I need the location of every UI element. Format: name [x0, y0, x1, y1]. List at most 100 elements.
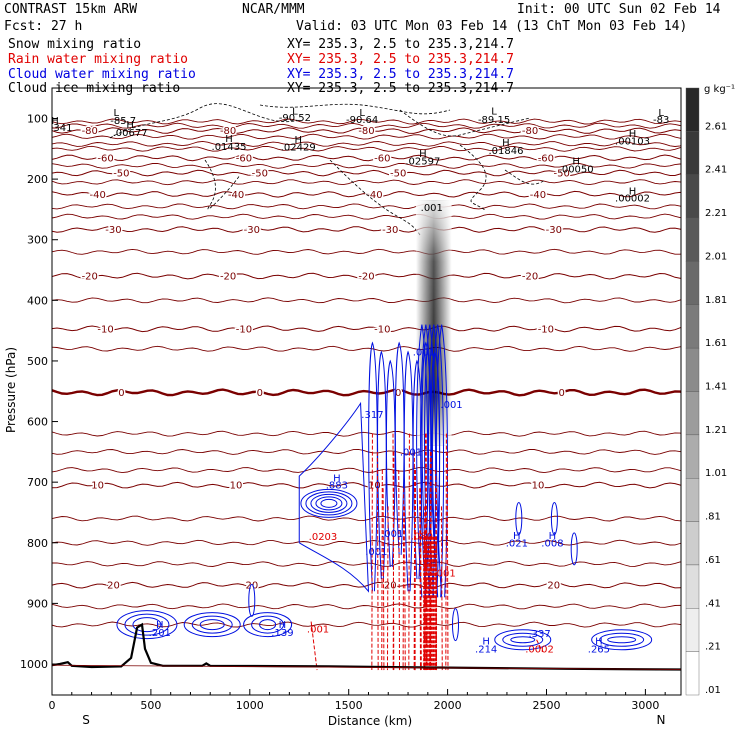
colorbar-label: 2.01: [705, 251, 727, 262]
isotherm-label: 0: [257, 388, 263, 399]
tropopause-contour: [204, 159, 241, 210]
y-tick-label: 900: [27, 597, 48, 610]
cloud-water-cell: [248, 583, 256, 617]
annotation-label: .00002: [615, 193, 650, 204]
annotation-label: -90.52: [279, 113, 311, 124]
y-tick-label: 1000: [20, 658, 48, 671]
cloud-water-cell: [570, 532, 578, 566]
annotation-label: H: [279, 620, 287, 631]
colorbar-segment: [685, 174, 700, 219]
y-tick-label: 400: [27, 294, 48, 307]
colorbar-label: 1.21: [705, 425, 727, 436]
colorbar-segment: [685, 564, 700, 609]
y-tick-label: 500: [27, 355, 48, 368]
isotherm-label: 0: [118, 388, 124, 399]
colorbar: 2.61 2.41 2.21 2.01 1.81 1.61 1.41 1.21 1.01 .81.…: [685, 87, 727, 696]
colorbar-segment: [685, 521, 700, 566]
forecast-hour: Fcst: 27 h: [4, 19, 82, 34]
rain-water-contour: [440, 506, 443, 671]
annotation-label: H: [51, 116, 59, 127]
colorbar-label: .41: [705, 598, 721, 609]
rain-water-contour: [381, 470, 383, 671]
rain-water-contour: [536, 639, 543, 653]
isotherm-label: -10: [374, 324, 390, 335]
annotation-label: H: [482, 636, 490, 647]
annotation-label: .02429: [281, 142, 316, 153]
annotation-label: H: [629, 187, 637, 198]
isotherm-label: -50: [390, 169, 406, 180]
isotherm-label: -60: [374, 153, 390, 164]
tropopause-contour: [109, 103, 301, 139]
snow-field-label: Snow mixing ratio: [8, 37, 141, 52]
isotherm-line: [52, 621, 681, 628]
isotherm-label: -20: [522, 272, 538, 283]
colorbar-segment: [685, 434, 700, 479]
annotation-label: .001: [440, 400, 462, 411]
y-tick-label: 800: [27, 537, 48, 550]
annotation-label: .021: [506, 538, 528, 549]
rain-water-contour: [386, 506, 389, 671]
annotation-label: .201: [149, 628, 171, 639]
cloud-water-cell: [599, 632, 645, 647]
isotherm-label: -80: [82, 126, 98, 137]
annotation-label: H: [156, 620, 164, 631]
annotation-label: L: [491, 107, 497, 118]
x-tick-label: 1500: [335, 699, 363, 712]
x-tick-label: 3000: [631, 699, 659, 712]
isotherm-label: -50: [554, 169, 570, 180]
annotation-label: .0002: [525, 644, 554, 655]
annotation-label: -85.7: [110, 116, 136, 127]
terrain-line: [52, 622, 681, 671]
cloud-water-contour: [385, 359, 396, 568]
annotation-label: .01435: [212, 142, 247, 153]
isotherm-line: [52, 297, 681, 304]
colorbar-segment: [685, 608, 700, 652]
x-tick-label: 1000: [236, 699, 264, 712]
colorbar-segment: [685, 261, 700, 305]
annotation-label: .214: [475, 644, 497, 655]
colorbar-label: 1.41: [705, 382, 727, 393]
annotation-label: .883: [326, 481, 348, 492]
isotherm-label: -30: [382, 225, 398, 236]
temperature-isotherms: -80 -80 -80 -80-60 -60 -60 -60-50 -50 -50 -50-40-…: [52, 118, 681, 628]
isotherm-label: -60: [538, 153, 554, 164]
isotherm-label: -60: [97, 153, 113, 164]
cloud-water-cell: [124, 613, 170, 636]
colorbar-segment: [685, 347, 700, 392]
colorbar-label: 1.81: [705, 295, 727, 306]
x-tick-label: 500: [140, 699, 161, 712]
annotation-label: .139: [271, 628, 293, 639]
cloud-water-cell: [305, 491, 353, 516]
isotherm-line: [52, 133, 681, 140]
cloud-water-cell: [502, 632, 544, 647]
isotherm-label: -40: [530, 190, 546, 201]
annotation-label: H: [595, 636, 603, 647]
cloud-water-cell: [191, 615, 233, 634]
colorbar-segment: [685, 87, 700, 132]
isotherm-10: [52, 481, 681, 489]
isotherm-label: -30: [546, 225, 562, 236]
cloud-water-cell: [183, 612, 241, 638]
rain-water-contour: [382, 488, 385, 671]
isotherm-label: 10: [368, 481, 381, 492]
cloud-water-field-label: Cloud water mixing ratio: [8, 67, 196, 82]
colorbar-label: .61: [705, 555, 721, 566]
rain-water-contour: [413, 470, 417, 671]
cloud-water-cell: [607, 636, 637, 644]
isotherm-line: [52, 248, 681, 255]
init-time: Init: 00 UTC Sun 02 Feb 14: [517, 2, 721, 17]
isotherm-label: 20: [547, 581, 560, 592]
colorbar-segment: [685, 651, 700, 696]
annotation-label: H: [333, 473, 341, 484]
annotation-label: H: [502, 138, 510, 149]
annotation-label: L: [113, 108, 119, 119]
rain-water-contour: [408, 433, 410, 671]
rain-water-contour: [445, 433, 447, 671]
colorbar-label: .81: [705, 512, 721, 523]
annotation-label: .001: [400, 447, 422, 458]
rain-water-contour: [398, 470, 401, 671]
model-title: CONTRAST 15km ARW: [4, 2, 137, 17]
isotherm-label: 10: [532, 481, 545, 492]
cloud-water-contour: [403, 350, 414, 592]
colorbar-label: 2.41: [705, 165, 727, 176]
